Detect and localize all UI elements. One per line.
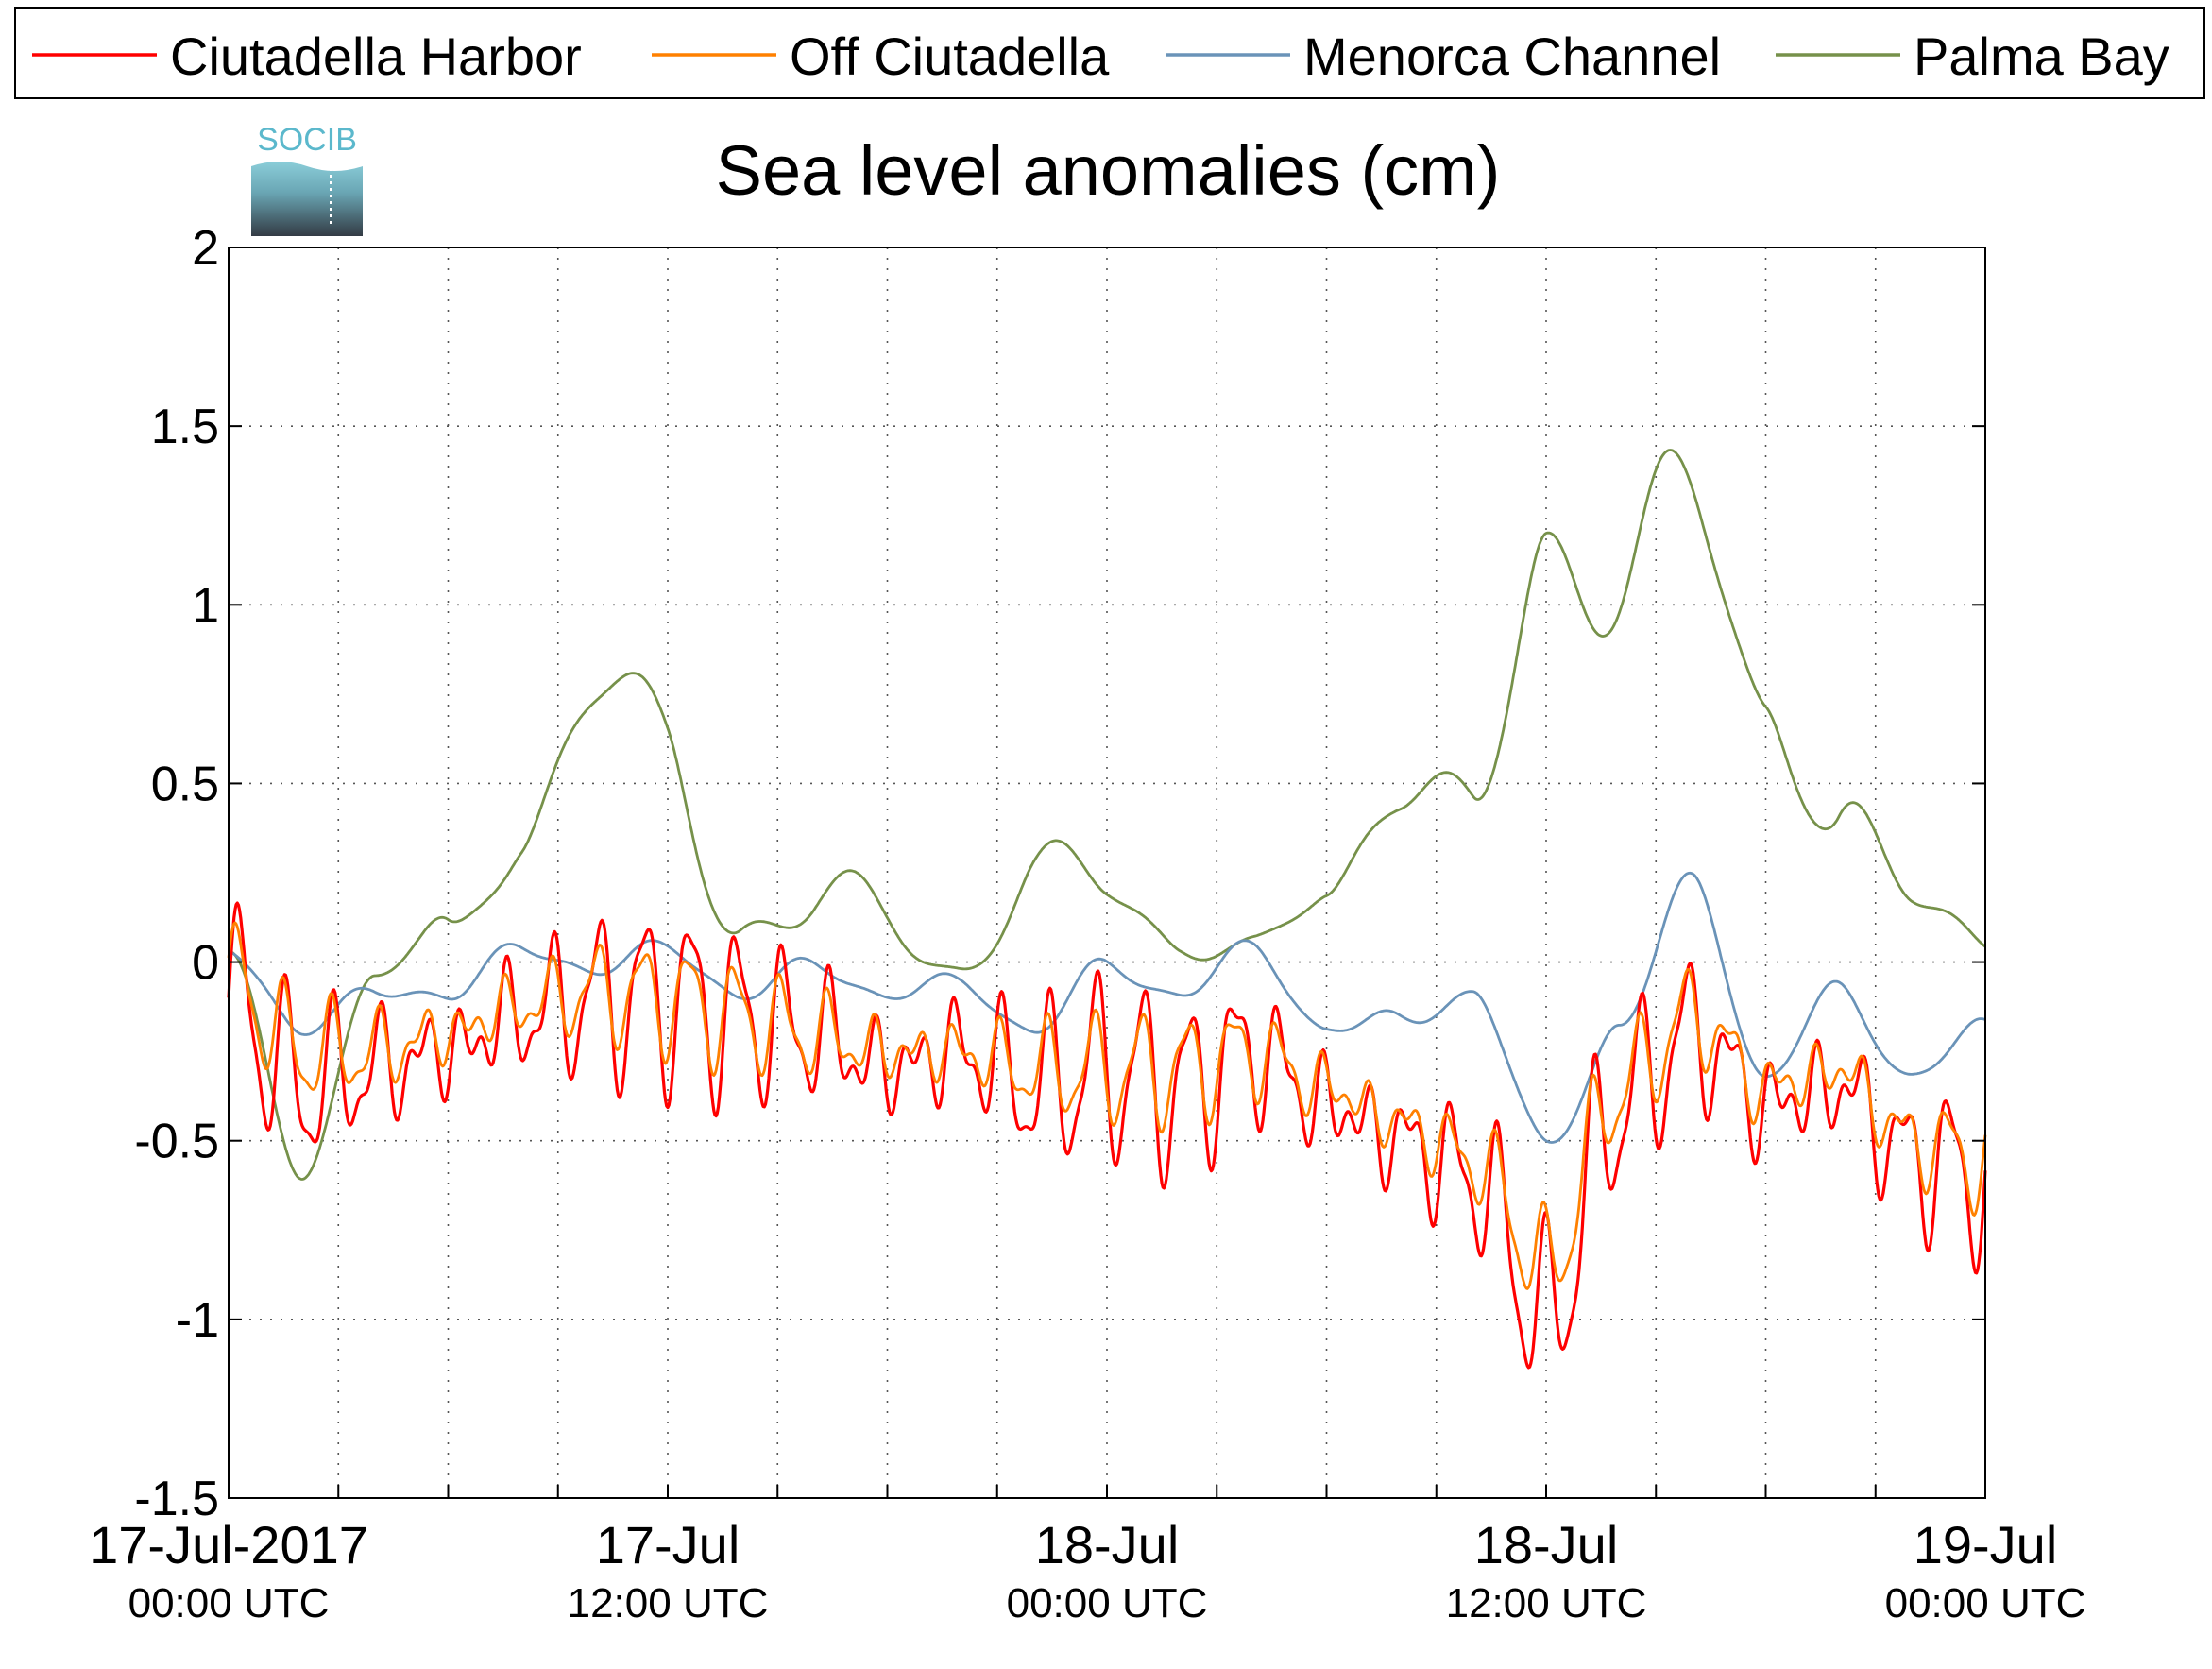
logo-text: SOCIB	[257, 122, 357, 158]
y-tick-label: -1.5	[134, 1472, 219, 1526]
x-tick-label-date: 19-Jul	[1914, 1515, 2058, 1575]
series-line-off-ciutadella	[227, 921, 1987, 1290]
series-line-menorca-channel	[228, 871, 1986, 1144]
y-tick-label: 0.5	[151, 757, 219, 811]
series-line-palma-bay	[228, 449, 1986, 1181]
legend-label: Palma Bay	[1914, 26, 2169, 86]
x-tick-label-time: 00:00 UTC	[1007, 1580, 1208, 1626]
x-tick-label-time: 12:00 UTC	[1446, 1580, 1647, 1626]
series-line-ciutadella-harbor	[227, 901, 1987, 1370]
x-axis: 17-Jul-2017 00:00 UTC 17-Jul 12:00 UTC 18-Ju…	[89, 1485, 2085, 1626]
y-tick-label: -1	[176, 1293, 219, 1348]
legend-label: Menorca Channel	[1303, 26, 1721, 86]
socib-logo: SOCIB	[251, 122, 363, 236]
x-tick-label-time: 00:00 UTC	[128, 1580, 330, 1626]
legend-box	[14, 7, 2205, 99]
x-tick-label-date: 18-Jul	[1035, 1515, 1180, 1575]
y-axis: -1.5 -1 -0.5 0 0.5 1 1.5 2	[134, 221, 1985, 1526]
y-tick-label: 1	[192, 578, 219, 633]
legend-label: Off Ciutadella	[790, 26, 1110, 86]
chart-title: Sea level anomalies (cm)	[716, 131, 1501, 210]
y-tick-label: 1.5	[151, 400, 219, 454]
x-tick-label-time: 12:00 UTC	[568, 1580, 769, 1626]
x-tick-label-date: 17-Jul-2017	[89, 1515, 368, 1575]
series-lines	[227, 449, 1987, 1370]
legend: Ciutadella Harbor Off Ciutadella Menorca C…	[32, 26, 2169, 86]
x-tick-label-time: 00:00 UTC	[1885, 1580, 2086, 1626]
legend-label: Ciutadella Harbor	[170, 26, 582, 86]
grid	[229, 247, 1985, 1499]
x-tick-label-date: 17-Jul	[596, 1515, 740, 1575]
y-tick-label: 0	[192, 936, 219, 991]
y-tick-label: -0.5	[134, 1115, 219, 1169]
y-tick-label: 2	[192, 221, 219, 276]
x-tick-label-date: 18-Jul	[1474, 1515, 1619, 1575]
